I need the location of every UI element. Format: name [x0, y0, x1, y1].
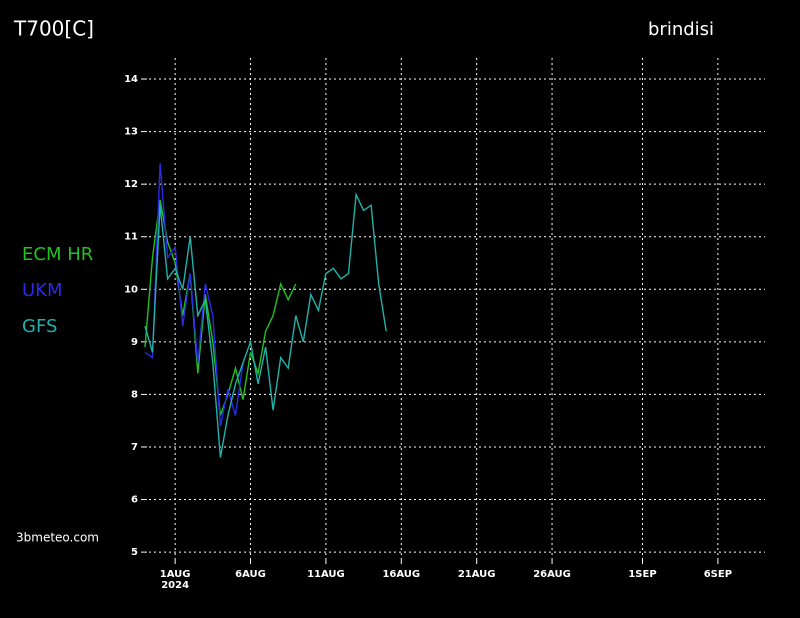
y-tick-label: 7 — [131, 442, 138, 453]
x-tick-label: 6SEP — [704, 569, 732, 580]
x-tick-label: 21AUG — [458, 569, 496, 580]
y-tick-label: 12 — [124, 179, 138, 190]
legend-label: ECM HR — [22, 244, 93, 265]
series-line — [144, 192, 387, 458]
y-tick-label: 14 — [124, 74, 138, 85]
x-tick-label: 26AUG — [533, 569, 571, 580]
y-tick-label: 6 — [131, 495, 138, 506]
y-tick-label: 5 — [131, 547, 138, 558]
x-tick-label: 11AUG — [307, 569, 345, 580]
x-tick-label: 16AUG — [382, 569, 420, 580]
y-tick-label: 11 — [124, 232, 138, 243]
y-tick-label: 13 — [124, 127, 138, 138]
chart-subtitle: brindisi — [648, 19, 714, 40]
source: 3bmeteo.com — [16, 531, 99, 545]
y-tick-label: 8 — [131, 389, 138, 400]
series-line — [144, 163, 244, 427]
x-tick-label: 1AUG — [160, 569, 191, 580]
y-tick-label: 9 — [131, 337, 138, 348]
chart-title: T700[C] — [13, 17, 94, 41]
x-tick-label: 6AUG — [235, 569, 266, 580]
y-tick-label: 10 — [124, 284, 138, 295]
legend-label: GFS — [22, 316, 57, 337]
x-tick-label: 1SEP — [628, 569, 656, 580]
year-label: 2024 — [161, 580, 189, 591]
series-line — [144, 199, 297, 416]
legend-label: UKM — [22, 280, 63, 301]
